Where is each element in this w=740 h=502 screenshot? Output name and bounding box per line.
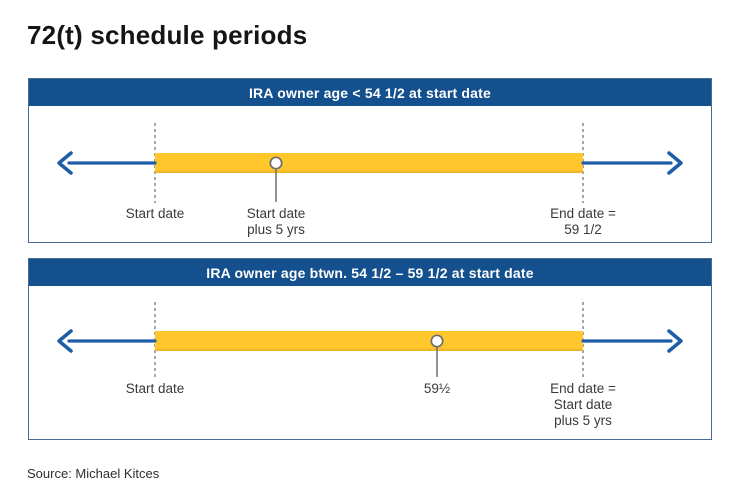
right-arrow-icon: [667, 329, 683, 353]
timeline-graphic: [57, 123, 683, 203]
end-date-label: End date = Start date plus 5 yrs: [550, 381, 616, 428]
period-bar-shadow: [155, 348, 583, 351]
left-arrow-icon: [57, 151, 73, 175]
panel-btwn-54half-59half: IRA owner age btwn. 54 1/2 – 59 1/2 at s…: [28, 258, 712, 440]
marker-label: 59½: [423, 381, 451, 396]
panel-under-54half: IRA owner age < 54 1/2 at start date Sta: [28, 78, 712, 243]
panel-btwn-54half-59half-header: IRA owner age btwn. 54 1/2 – 59 1/2 at s…: [29, 259, 711, 286]
page-title: 72(t) schedule periods: [27, 20, 308, 50]
start-date-label: Start date: [125, 381, 185, 396]
end-date-label: End date = 59 1/2: [550, 206, 616, 237]
timeline-graphic: [57, 302, 683, 380]
right-arrow-icon: [667, 151, 683, 175]
period-bar: [155, 153, 583, 173]
panel-btwn-54half-59half-timeline: Start date 59½ End date = Start date plu…: [29, 286, 711, 438]
source-credit: Source: Michael Kitces: [27, 466, 160, 481]
marker-dot: [269, 156, 283, 170]
marker-label: Start date plus 5 yrs: [246, 206, 306, 237]
period-bar: [155, 331, 583, 351]
start-date-label: Start date: [125, 206, 185, 221]
panel-under-54half-header: IRA owner age < 54 1/2 at start date: [29, 79, 711, 106]
left-arrow-icon: [57, 329, 73, 353]
period-bar-shadow: [155, 170, 583, 173]
marker-dot: [430, 334, 444, 348]
panel-under-54half-timeline: Start date Start date plus 5 yrs End dat…: [29, 106, 711, 241]
